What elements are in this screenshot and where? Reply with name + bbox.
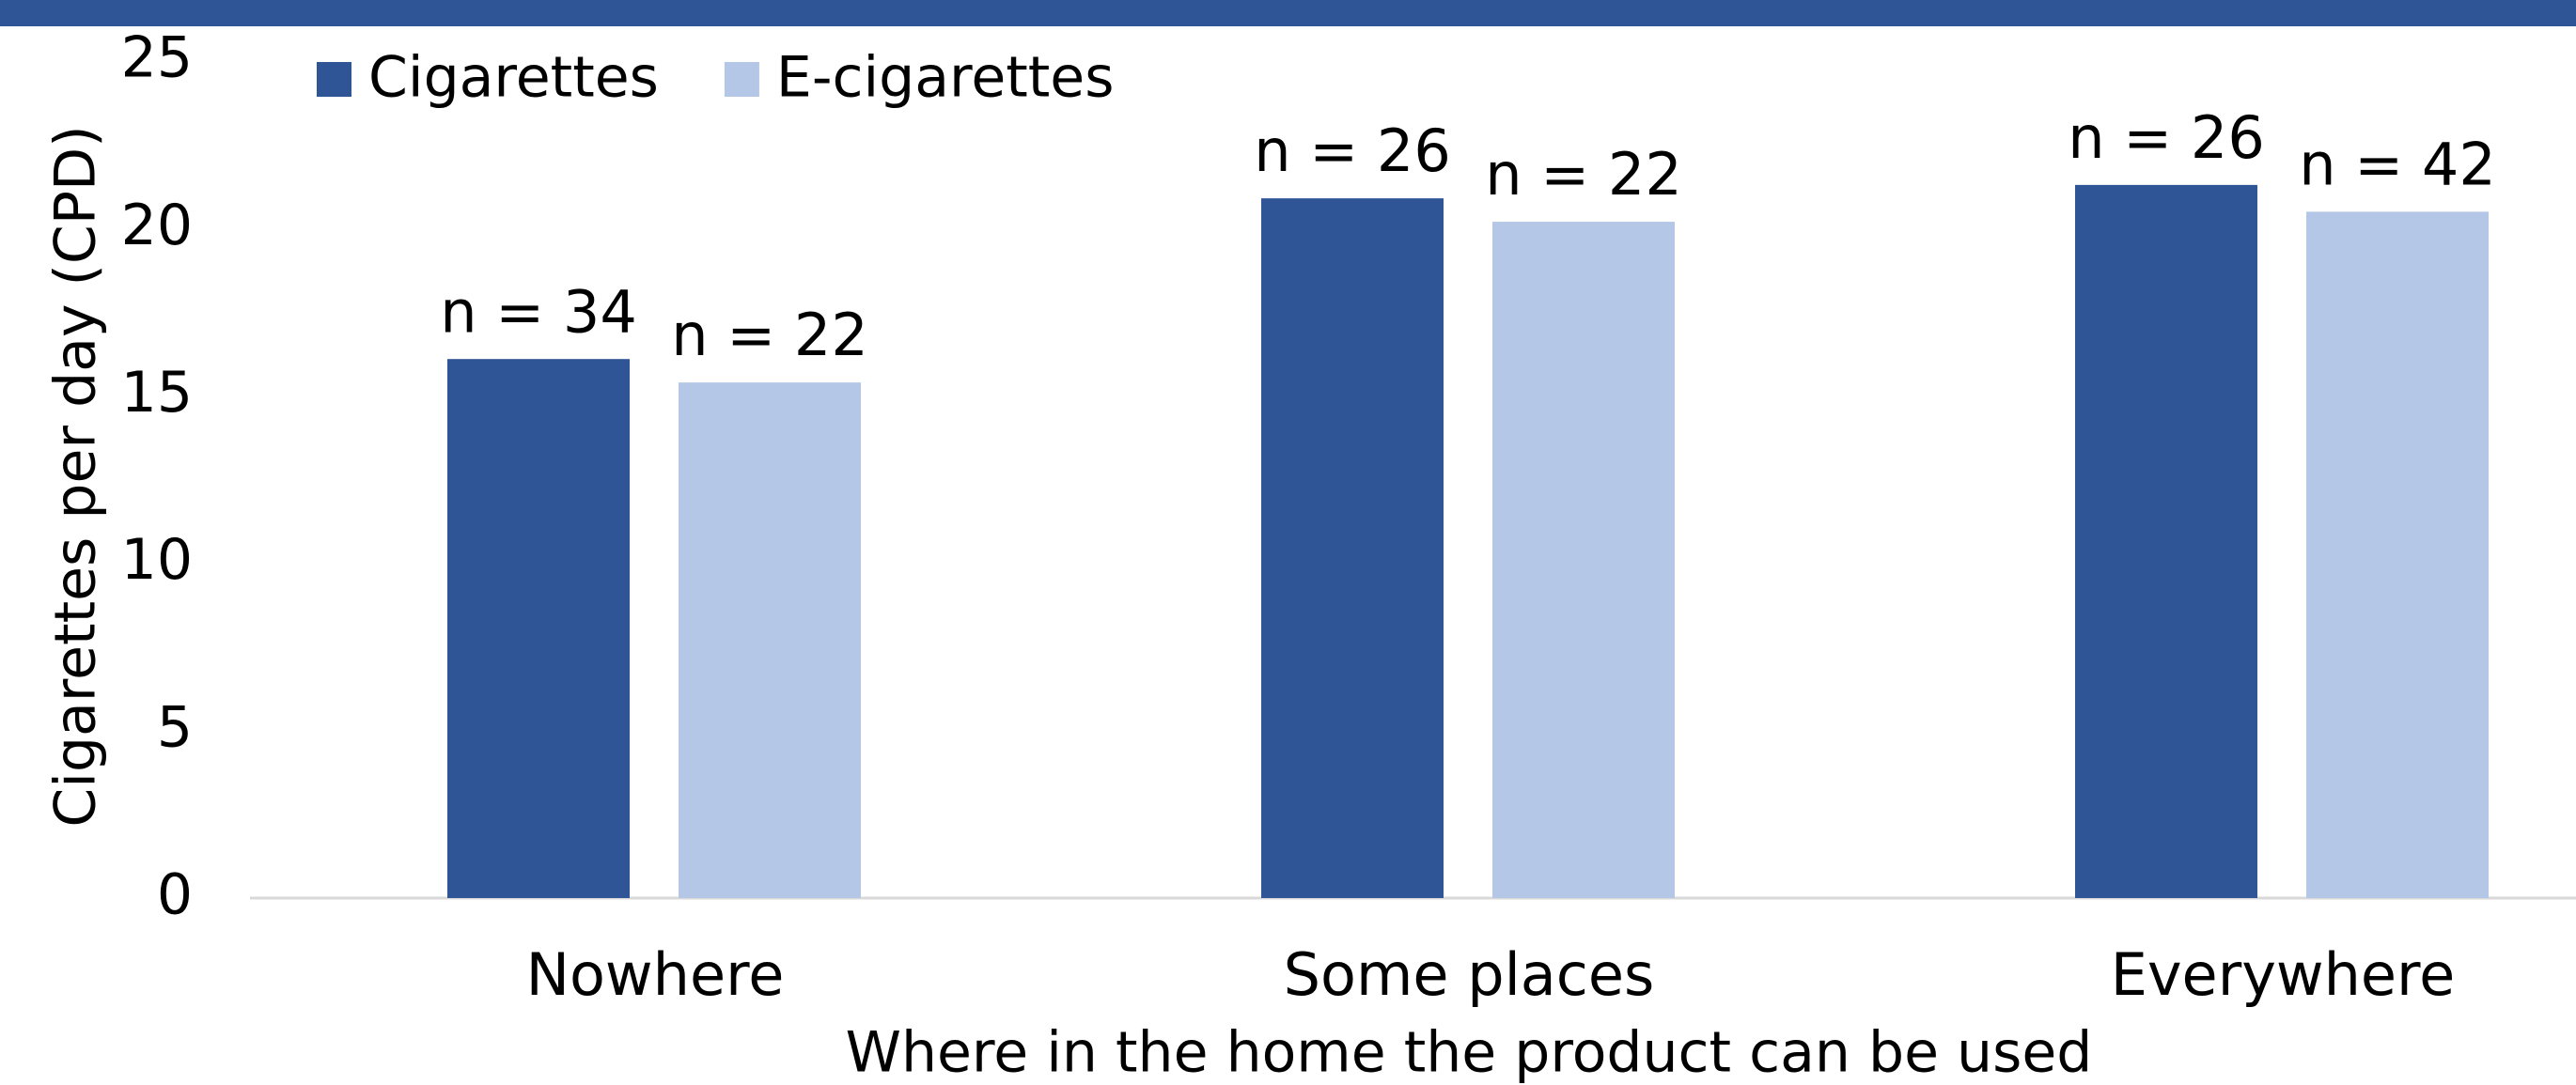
y-tick-label: 10: [121, 527, 193, 593]
x-tick-label: Everywhere: [2111, 940, 2456, 1009]
y-tick-label: 0: [157, 862, 193, 928]
bar: [2075, 184, 2257, 899]
data-label: n = 26: [1254, 116, 1451, 185]
y-tick-label: 20: [121, 193, 193, 258]
bar: [1261, 198, 1444, 898]
legend-label: E-cigarettes: [776, 45, 1115, 111]
legend-swatch: [317, 62, 351, 97]
bar: [1492, 222, 1675, 898]
data-label: n = 22: [671, 301, 868, 369]
bar: [2306, 211, 2489, 898]
x-tick-label: Nowhere: [526, 940, 785, 1009]
data-label: n = 26: [2068, 103, 2265, 172]
data-label: n = 34: [440, 277, 637, 346]
y-tick-label: 5: [157, 694, 193, 760]
x-axis-title: Where in the home the product can be use…: [846, 1020, 2093, 1085]
legend-swatch: [724, 62, 759, 97]
bar: [447, 359, 630, 898]
y-tick-label: 25: [121, 25, 193, 91]
bar: [679, 382, 861, 898]
legend-label: Cigarettes: [368, 45, 659, 111]
y-axis-title: Cigarettes per day (CPD): [43, 125, 109, 827]
title-banner: [0, 0, 2576, 26]
data-label: n = 42: [2299, 130, 2496, 198]
y-tick-label: 15: [121, 360, 193, 426]
data-label: n = 22: [1485, 140, 1682, 209]
x-tick-label: Some places: [1284, 940, 1655, 1009]
